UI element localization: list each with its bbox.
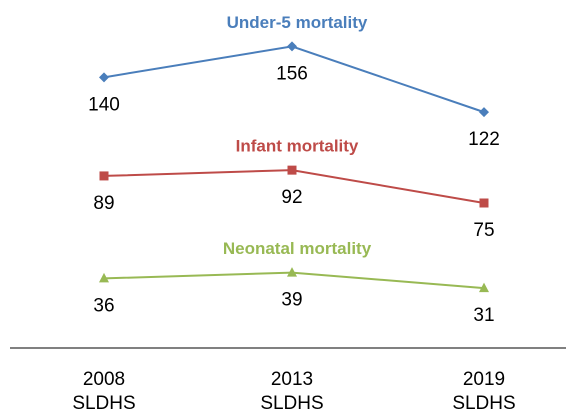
x-tick-label: 2013 SLDHS <box>260 369 324 413</box>
data-label: 39 <box>281 290 302 311</box>
data-label: 122 <box>468 129 500 150</box>
marker <box>479 198 489 208</box>
marker <box>479 282 489 293</box>
marker <box>99 72 109 83</box>
data-label: 36 <box>93 295 114 316</box>
data-label: 156 <box>276 63 308 84</box>
data-label: 31 <box>473 305 494 326</box>
marker <box>479 107 489 118</box>
marker <box>287 41 297 52</box>
marker <box>99 171 109 181</box>
data-label: 140 <box>88 94 120 115</box>
marker <box>287 267 297 277</box>
marker <box>287 165 297 175</box>
series-label: Infant mortality <box>236 137 359 156</box>
data-label: 89 <box>93 193 114 214</box>
series-label: Under-5 mortality <box>227 13 368 32</box>
marker <box>99 272 109 283</box>
data-label: 75 <box>473 220 494 241</box>
series-label: Neonatal mortality <box>223 239 372 258</box>
data-label: 92 <box>281 187 302 208</box>
x-tick-label: 2019 SLDHS <box>452 369 516 413</box>
x-tick-label: 2008 SLDHS <box>72 369 136 413</box>
